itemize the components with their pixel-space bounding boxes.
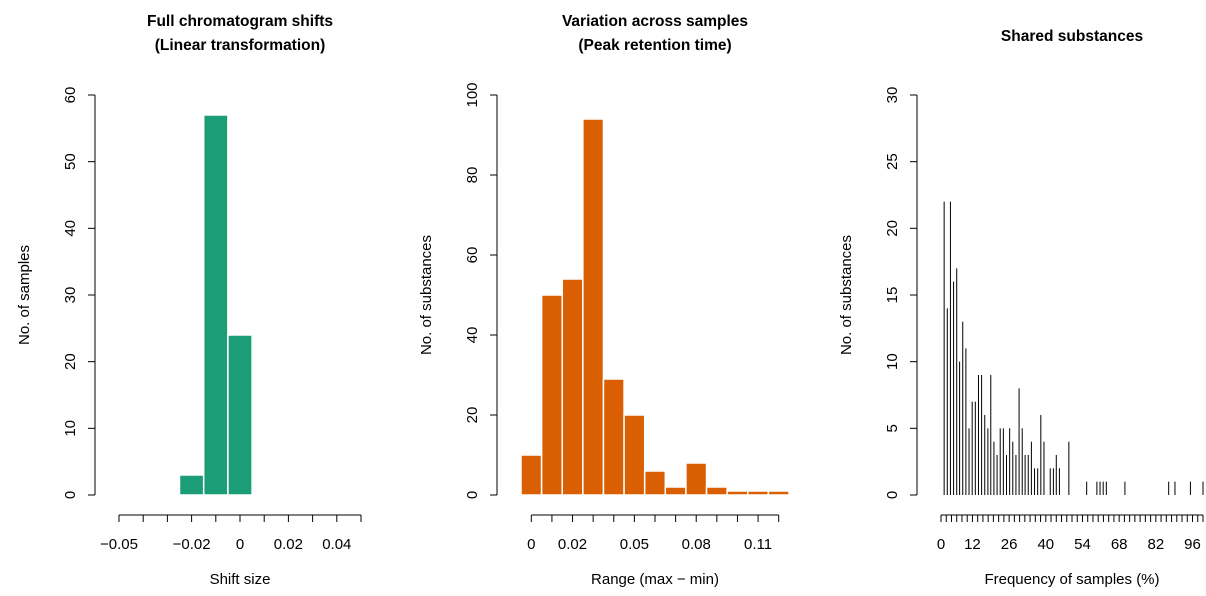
y-tick-label: 10: [62, 420, 79, 437]
x-tick-label: 82: [1147, 536, 1164, 553]
chart-title: Shared substances: [1001, 28, 1143, 45]
chart-title: Variation across samples: [562, 13, 748, 30]
y-tick-label: 40: [464, 327, 481, 344]
x-tick-label: 0: [937, 536, 945, 553]
y-tick-label: 20: [464, 407, 481, 424]
panel: Variation across samples (Peak retention …: [418, 13, 790, 588]
x-tick-label: 0.11: [744, 536, 772, 553]
x-tick-label: 0.05: [620, 536, 649, 553]
y-tick-label: 25: [884, 153, 901, 170]
bar: [643, 470, 667, 496]
bar: [767, 490, 790, 496]
x-tick-label: −0.02: [173, 536, 211, 553]
x-tick-label: 0.08: [682, 536, 711, 553]
y-axis-label: No. of substances: [418, 235, 435, 355]
bar: [178, 474, 205, 496]
bar: [561, 278, 584, 496]
chart-title: Full chromatogram shifts: [147, 13, 333, 30]
chart-subtitle: (Peak retention time): [578, 37, 731, 54]
x-tick-label: 26: [1001, 536, 1018, 553]
bar: [202, 114, 229, 496]
y-tick-label: 60: [62, 87, 79, 104]
x-tick-label: −0.05: [100, 536, 138, 553]
chart-subtitle: (Linear transformation): [155, 37, 326, 54]
y-axis-label: No. of samples: [16, 245, 33, 345]
x-tick-label: 0.02: [274, 536, 303, 553]
x-tick-label: 68: [1111, 536, 1128, 553]
x-tick-label: 40: [1037, 536, 1054, 553]
x-tick-label: 54: [1074, 536, 1091, 553]
y-tick-label: 30: [62, 287, 79, 304]
x-tick-label: 0: [236, 536, 244, 553]
y-tick-label: 15: [884, 287, 901, 304]
y-tick-label: 60: [464, 247, 481, 264]
y-axis-label: No. of substances: [838, 235, 855, 355]
y-tick-label: 40: [62, 220, 79, 237]
bar: [540, 294, 563, 496]
y-tick-label: 0: [62, 491, 79, 499]
bar: [705, 486, 728, 496]
y-tick-label: 20: [62, 353, 79, 370]
x-tick-label: 0.04: [322, 536, 351, 553]
x-axis-label: Range (max − min): [591, 571, 719, 588]
y-tick-label: 0: [884, 491, 901, 499]
y-tick-label: 80: [464, 167, 481, 184]
y-tick-label: 30: [884, 87, 901, 104]
x-axis-label: Shift size: [210, 571, 271, 588]
panel: Shared substances 0 5 10 15 20 25 30 No. of subs…: [838, 28, 1204, 588]
bar: [747, 490, 770, 496]
bar: [582, 118, 605, 496]
bar: [623, 414, 646, 496]
y-tick-label: 10: [884, 353, 901, 370]
y-tick-label: 0: [464, 491, 481, 499]
bar: [685, 462, 708, 496]
bar: [520, 454, 543, 496]
y-tick-label: 20: [884, 220, 901, 237]
x-tick-label: 0.02: [558, 536, 587, 553]
x-tick-label: 0: [527, 536, 535, 553]
x-tick-label: 12: [964, 536, 981, 553]
y-tick-label: 5: [884, 424, 901, 432]
bar: [664, 486, 687, 496]
bar: [602, 378, 625, 496]
y-tick-label: 100: [464, 82, 481, 107]
x-axis-label: Frequency of samples (%): [984, 571, 1159, 588]
x-tick-label: 96: [1184, 536, 1201, 553]
bar: [227, 334, 253, 496]
bar: [726, 490, 749, 496]
panel: Full chromatogram shifts (Linear transfor…: [16, 13, 362, 588]
y-tick-label: 50: [62, 153, 79, 170]
